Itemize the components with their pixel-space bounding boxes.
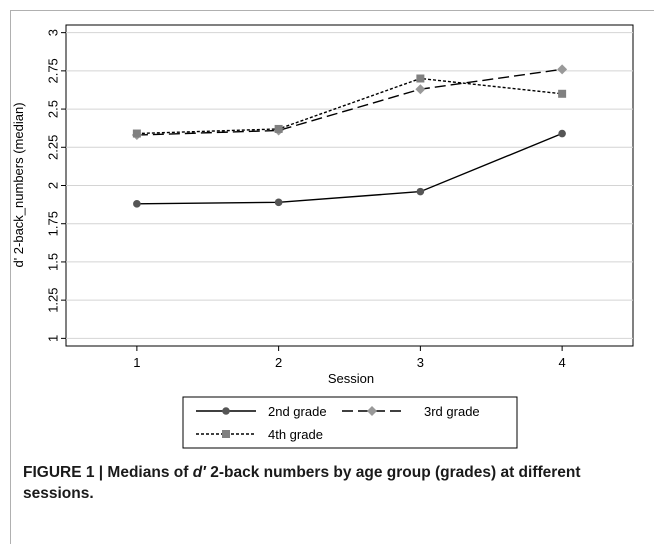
x-tick-label: 2	[275, 355, 282, 370]
y-axis-title: d' 2-back_numbers (median)	[11, 102, 26, 267]
chart: 1 1.25 1.5 1.75 2 2.25 2.5 2.75 3 1 2 3 4 Session d'…	[11, 24, 634, 449]
grid	[66, 32, 633, 339]
series	[131, 64, 568, 208]
data-point	[132, 129, 141, 138]
y-tick-label: 1	[46, 335, 61, 342]
caption-prefix: FIGURE 1 | Medians of	[23, 464, 193, 481]
legend-item: 3rd grade	[342, 404, 480, 419]
x-axis-title: Session	[328, 371, 374, 386]
legend-box	[182, 396, 518, 449]
y-tick-label: 2.25	[46, 135, 61, 160]
figure-frame	[10, 10, 654, 544]
data-point	[416, 187, 425, 196]
series-line	[136, 68, 563, 136]
data-point	[558, 89, 567, 98]
y-tick-label: 1.25	[46, 287, 61, 312]
axes: 1 1.25 1.5 1.75 2 2.25 2.5 2.75 3 1 2 3 4	[46, 29, 566, 370]
x-tick-label: 3	[417, 355, 424, 370]
x-tick-label: 1	[133, 355, 140, 370]
caption-suffix: 2-back numbers by age group (grades) at …	[23, 464, 581, 502]
series-1	[133, 129, 566, 208]
data-point	[557, 64, 568, 75]
caption-italic: d′	[192, 464, 206, 481]
y-tick-label: 2	[46, 182, 61, 189]
x-tick-label: 4	[559, 355, 566, 370]
y-tick-label: 1.75	[46, 211, 61, 236]
legend-marker	[367, 406, 377, 416]
legend-label: 4th grade	[268, 427, 323, 442]
legend: 2nd grade 3rd grade 4th grade	[182, 396, 518, 449]
y-tick-label: 2.5	[46, 100, 61, 118]
legend-label: 2nd grade	[268, 404, 327, 419]
series-line	[136, 132, 563, 205]
y-tick-label: 3	[46, 29, 61, 36]
legend-item: 4th grade	[196, 427, 323, 442]
data-point	[274, 198, 283, 207]
figure-caption: FIGURE 1 | Medians of d′ 2-back numbers …	[23, 462, 633, 504]
legend-label: 3rd grade	[424, 404, 480, 419]
data-point	[415, 84, 426, 95]
data-point	[133, 200, 141, 208]
y-tick-label: 1.5	[46, 253, 61, 271]
series-3	[132, 74, 567, 138]
data-point	[558, 129, 566, 138]
data-point	[274, 124, 283, 133]
legend-marker	[222, 407, 230, 415]
y-tick-label: 2.75	[46, 58, 61, 83]
legend-marker	[222, 430, 230, 438]
series-line	[136, 77, 563, 135]
data-point	[416, 74, 425, 83]
legend-item: 2nd grade	[196, 404, 327, 419]
